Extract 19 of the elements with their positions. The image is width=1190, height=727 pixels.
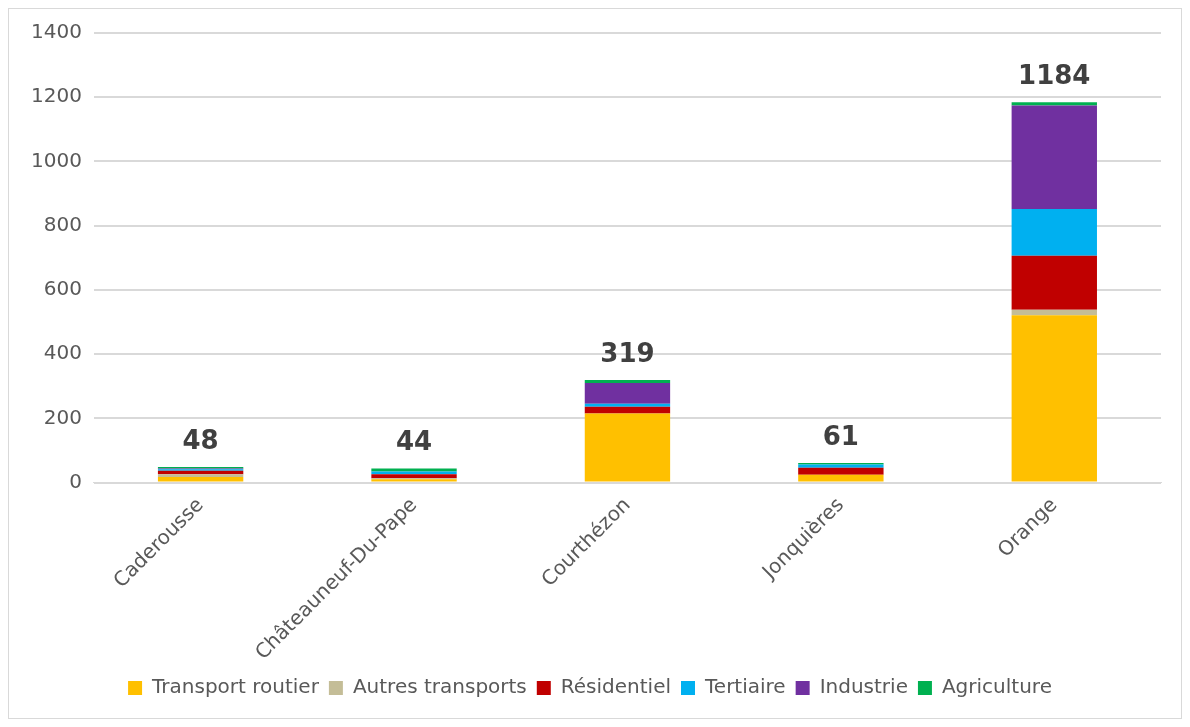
y-tick-label: 600	[43, 276, 82, 301]
total-label: 61	[822, 420, 859, 451]
y-tick-label: 1000	[30, 147, 82, 172]
y-tick-label: 1400	[30, 19, 82, 44]
legend-label: Transport routier	[151, 674, 320, 699]
total-label: 48	[182, 424, 219, 455]
legend-label: Autres transports	[352, 674, 527, 699]
legend-label: Agriculture	[941, 674, 1052, 699]
legend-label: Industrie	[819, 674, 908, 699]
total-label: 44	[395, 426, 433, 457]
y-tick-label: 200	[43, 404, 82, 429]
y-tick-label: 1200	[30, 83, 82, 108]
y-tick-label: 800	[43, 211, 82, 236]
y-tick-label: 400	[43, 340, 82, 365]
legend-label: Résidentiel	[560, 674, 672, 699]
total-label: 319	[600, 337, 655, 368]
y-tick-label: 0	[69, 468, 82, 493]
legend-label: Tertiaire	[704, 674, 786, 699]
total-label: 1184	[1018, 60, 1091, 91]
